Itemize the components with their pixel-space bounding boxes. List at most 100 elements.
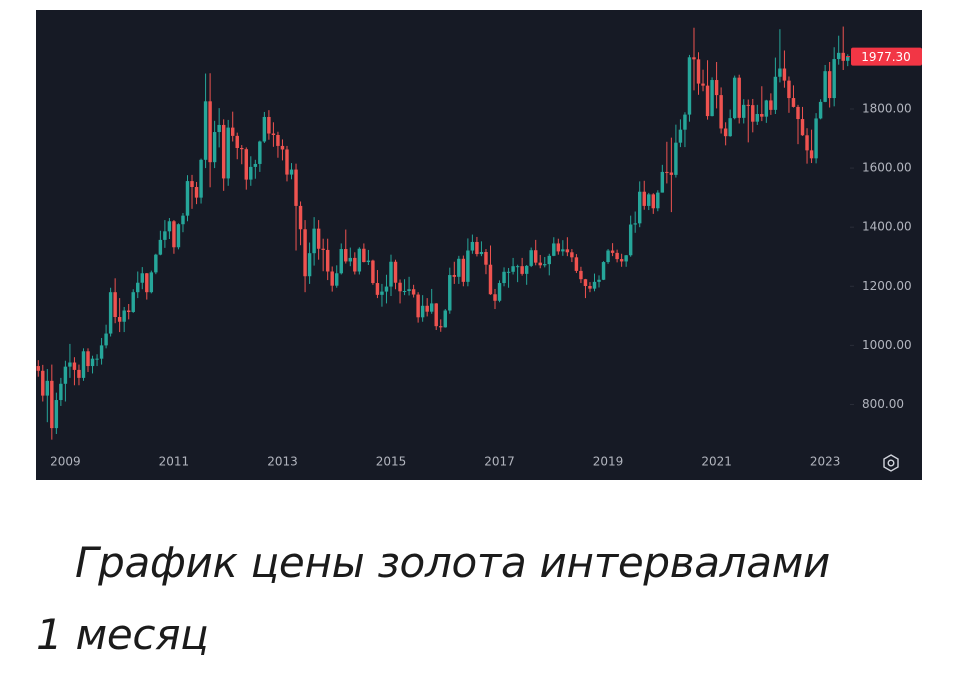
candle-body bbox=[552, 243, 556, 256]
candle-body bbox=[199, 159, 203, 198]
candle-body bbox=[149, 272, 154, 293]
candle-body bbox=[353, 257, 357, 272]
candle-body bbox=[624, 255, 628, 262]
candle-body bbox=[86, 351, 90, 367]
candle-body bbox=[678, 129, 683, 143]
candle-body bbox=[832, 59, 836, 99]
candle-body bbox=[728, 118, 732, 137]
candle-body bbox=[818, 101, 823, 119]
x-tick-label: 2023 bbox=[810, 455, 841, 469]
candle-body bbox=[488, 264, 493, 295]
candle-body bbox=[335, 273, 339, 286]
candle-body bbox=[448, 275, 452, 311]
candle-body bbox=[289, 169, 294, 175]
candle-body bbox=[276, 134, 280, 146]
candle-body bbox=[846, 56, 850, 61]
x-tick-label: 2013 bbox=[267, 455, 298, 469]
candle-body bbox=[117, 317, 122, 322]
candle-body bbox=[154, 254, 158, 273]
x-tick-label: 2017 bbox=[484, 455, 515, 469]
candle-body bbox=[773, 76, 778, 110]
candle-body bbox=[439, 326, 443, 328]
candle-body bbox=[497, 283, 502, 301]
candle-body bbox=[597, 279, 601, 282]
settings-icon[interactable] bbox=[883, 454, 899, 472]
candle-body bbox=[443, 310, 447, 328]
candle-body bbox=[407, 289, 411, 292]
candle-body bbox=[538, 262, 542, 266]
candle-body bbox=[185, 181, 190, 216]
candle-body bbox=[719, 95, 723, 129]
candle-body bbox=[294, 169, 298, 206]
candle-body bbox=[484, 252, 488, 265]
candle-body bbox=[371, 260, 375, 284]
candle-body bbox=[570, 252, 574, 258]
x-tick-label: 2015 bbox=[376, 455, 407, 469]
y-tick-label: 1400.00 bbox=[862, 220, 912, 234]
candle-body bbox=[36, 366, 40, 371]
candle-body bbox=[258, 141, 262, 164]
candle-body bbox=[95, 358, 99, 360]
candle-body bbox=[253, 163, 258, 167]
candle-body bbox=[158, 239, 163, 255]
y-tick-label: 1600.00 bbox=[862, 161, 912, 175]
candle-body bbox=[230, 127, 235, 136]
candle-body bbox=[389, 261, 393, 287]
y-tick-label: 1000.00 bbox=[862, 338, 912, 352]
candle-body bbox=[751, 105, 755, 122]
candle-body bbox=[384, 286, 389, 292]
candle-body bbox=[402, 291, 407, 293]
candle-body bbox=[212, 132, 217, 163]
candle-body bbox=[145, 273, 149, 293]
candle-body bbox=[796, 106, 800, 120]
candle-body bbox=[475, 241, 479, 255]
candle-body bbox=[701, 83, 705, 86]
candle-body bbox=[769, 100, 773, 110]
candle-body bbox=[99, 345, 104, 359]
candle-body bbox=[836, 52, 841, 60]
candle-body bbox=[520, 266, 524, 274]
x-tick-label: 2011 bbox=[159, 455, 190, 469]
candle-body bbox=[312, 228, 316, 254]
candle-body bbox=[642, 191, 646, 206]
candle-body bbox=[529, 250, 533, 266]
candle-body bbox=[113, 292, 117, 318]
candle-body bbox=[221, 124, 226, 179]
candle-body bbox=[54, 400, 59, 429]
candle-body bbox=[647, 194, 651, 206]
candle-body bbox=[366, 260, 371, 263]
candle-body bbox=[163, 231, 167, 240]
candle-body bbox=[280, 145, 285, 150]
candle-body bbox=[136, 282, 140, 293]
candle-body bbox=[479, 252, 484, 255]
candle-body bbox=[217, 124, 221, 133]
candle-body bbox=[760, 114, 764, 117]
candle-body bbox=[619, 259, 624, 262]
caption-line: 1 месяц bbox=[36, 610, 209, 659]
candle-body bbox=[262, 116, 267, 142]
candle-body bbox=[420, 305, 425, 318]
candle-body bbox=[814, 118, 818, 159]
candle-body bbox=[68, 362, 72, 367]
candle-body bbox=[59, 383, 63, 401]
candle-body bbox=[705, 85, 710, 117]
candle-body bbox=[429, 303, 434, 312]
candle-body bbox=[339, 249, 343, 274]
candle-body bbox=[393, 261, 398, 283]
candle-body bbox=[515, 266, 520, 268]
candle-body bbox=[307, 253, 312, 277]
candle-body bbox=[190, 181, 194, 187]
candle-body bbox=[778, 68, 782, 77]
candle-body bbox=[742, 104, 746, 118]
x-tick-label: 2009 bbox=[50, 455, 81, 469]
candle-body bbox=[588, 285, 592, 289]
candle-body bbox=[637, 191, 642, 224]
candle-body bbox=[244, 149, 249, 180]
candle-body bbox=[452, 275, 457, 277]
candle-body bbox=[176, 224, 181, 248]
candle-body bbox=[651, 194, 656, 209]
candle-body bbox=[90, 358, 95, 367]
candle-body bbox=[656, 192, 660, 209]
current-price-label: 1977.30 bbox=[861, 50, 911, 64]
